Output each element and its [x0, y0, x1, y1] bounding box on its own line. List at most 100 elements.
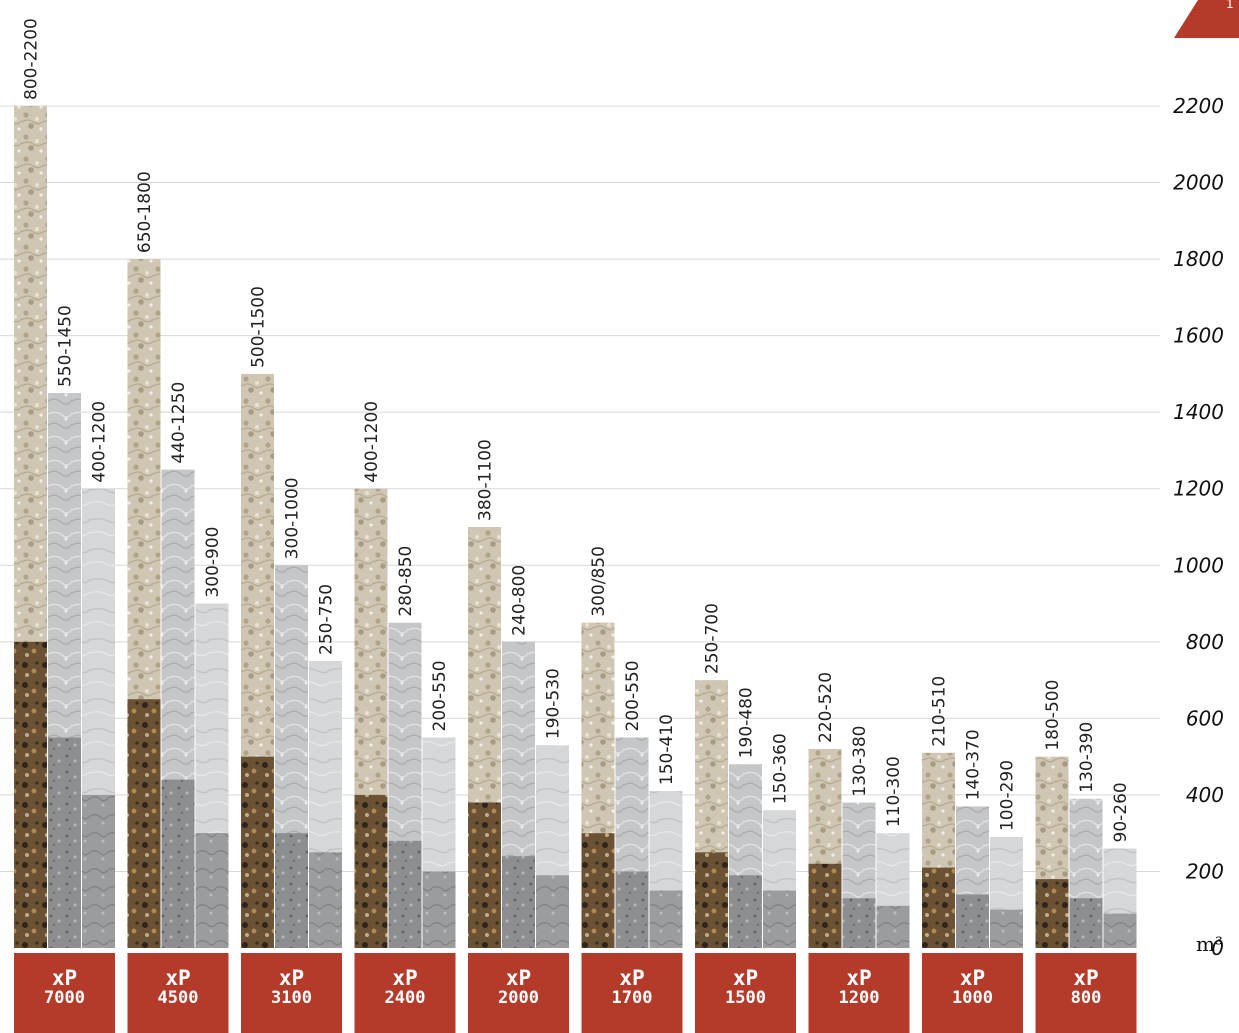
bar-lower-segment: [241, 756, 274, 948]
model-badge: [241, 953, 342, 1033]
model-prefix: xP: [392, 966, 417, 990]
bar-lower-segment: [195, 833, 229, 948]
model-badge: [354, 953, 456, 1033]
range-label: 800-2200: [22, 18, 42, 100]
y-tick-label: 400: [1186, 783, 1224, 807]
range-label: 110-300: [884, 756, 904, 827]
model-prefix: xP: [733, 966, 758, 990]
model-prefix: xP: [619, 966, 644, 990]
range-label: 650-1800: [135, 171, 155, 253]
range-label: 400-1200: [90, 401, 110, 483]
range-label: 140-370: [964, 729, 984, 800]
range-label: 200-550: [430, 660, 450, 731]
model-badge: [808, 953, 910, 1033]
range-label: 380-1100: [476, 439, 496, 521]
bar-lower-segment: [876, 905, 910, 948]
model-badge: [922, 953, 1023, 1033]
model-badge: [695, 953, 796, 1033]
range-label: 250-700: [703, 603, 723, 674]
model-prefix: xP: [960, 966, 985, 990]
model-prefix: xP: [846, 966, 871, 990]
y-tick-label: 0: [1211, 936, 1224, 960]
range-label: 250-750: [317, 584, 337, 655]
bar-lower-segment: [502, 856, 535, 948]
range-label: 500-1500: [249, 286, 269, 368]
range-label: 130-380: [850, 726, 870, 797]
range-label: 180-500: [1043, 680, 1063, 751]
range-label: 400-1200: [362, 401, 382, 483]
range-label: 440-1250: [169, 382, 189, 464]
model-number: 4500: [158, 988, 199, 1008]
bar-lower-segment: [1069, 898, 1103, 948]
model-prefix: xP: [279, 966, 304, 990]
range-label: 300-1000: [283, 477, 303, 559]
model-number: 2400: [385, 988, 426, 1008]
y-tick-label: 600: [1186, 706, 1224, 730]
bar-lower-segment: [581, 833, 615, 948]
model-number: 1700: [612, 988, 653, 1008]
model-number: 3100: [271, 988, 312, 1008]
y-tick-label: 1600: [1173, 324, 1224, 348]
model-badges: xP7000xP4500xP3100xP2400xP2000xP1700xP15…: [14, 953, 1137, 1033]
bar-lower-segment: [1035, 879, 1069, 948]
bar-lower-segment: [808, 863, 842, 948]
model-number: 1200: [839, 988, 880, 1008]
y-tick-label: 2000: [1173, 171, 1224, 195]
range-label: 280-850: [396, 546, 416, 617]
range-label: 100-290: [998, 760, 1018, 831]
range-label: 240-800: [510, 565, 530, 636]
bar-lower-segment: [48, 737, 81, 948]
model-badge: [127, 953, 229, 1033]
model-number: 7000: [44, 988, 85, 1008]
bar-lower-segment: [763, 890, 796, 948]
bar-lower-segment: [729, 875, 762, 948]
y-tick-label: 1800: [1173, 247, 1224, 271]
bar-lower-segment: [161, 779, 195, 948]
y-tick-label: 200: [1186, 859, 1224, 883]
bar-lower-segment: [536, 875, 569, 948]
bar-lower-segment: [956, 894, 989, 948]
bar-lower-segment: [82, 794, 115, 948]
range-label: 130-390: [1077, 722, 1097, 793]
range-labels: 800-2200 550-1450 400-1200 650-1800 440-1250…: [22, 18, 1132, 842]
bar-lower-segment: [842, 898, 876, 948]
range-label: 90-260: [1111, 782, 1131, 842]
range-label: 200-550: [623, 660, 643, 731]
model-prefix: xP: [52, 966, 77, 990]
bar-lower-segment: [354, 794, 388, 948]
range-label: 300/850: [589, 546, 609, 617]
bar-lower-segment: [127, 699, 161, 948]
bars: [14, 106, 1137, 949]
unit-label: m³: [1196, 932, 1223, 956]
model-prefix: xP: [506, 966, 531, 990]
bar-lower-segment: [275, 833, 308, 948]
model-prefix: xP: [1073, 966, 1098, 990]
range-label: 150-360: [771, 733, 791, 804]
bar-lower-segment: [309, 852, 342, 948]
model-badge: [1035, 953, 1137, 1033]
y-tick-label: 800: [1186, 630, 1224, 654]
model-badge: [581, 953, 683, 1033]
y-axis: 0 200 400 600 800 1000 1200 1400 1600 1800 2000 220…: [1173, 94, 1224, 960]
model-badge: [468, 953, 569, 1033]
range-label: 190-480: [737, 687, 757, 758]
bar-lower-segment: [422, 871, 456, 948]
bar-lower-segment: [695, 852, 728, 948]
y-tick-label: 2200: [1173, 94, 1224, 118]
range-label: 300-900: [203, 527, 223, 598]
range-label: 190-530: [544, 668, 564, 739]
model-number: 800: [1071, 988, 1102, 1008]
bar-lower-segment: [990, 909, 1023, 948]
bar-lower-segment: [468, 802, 501, 948]
y-tick-label: 1400: [1173, 400, 1224, 424]
bar-lower-segment: [615, 871, 649, 948]
page-corner-tab: [1174, 0, 1239, 38]
bar-lower-segment: [14, 641, 47, 948]
page-number: 1: [1226, 0, 1234, 11]
y-tick-label: 1000: [1173, 553, 1224, 577]
range-label: 220-520: [816, 672, 836, 743]
y-tick-label: 1200: [1173, 477, 1224, 501]
model-prefix: xP: [165, 966, 190, 990]
model-badge: [14, 953, 115, 1033]
